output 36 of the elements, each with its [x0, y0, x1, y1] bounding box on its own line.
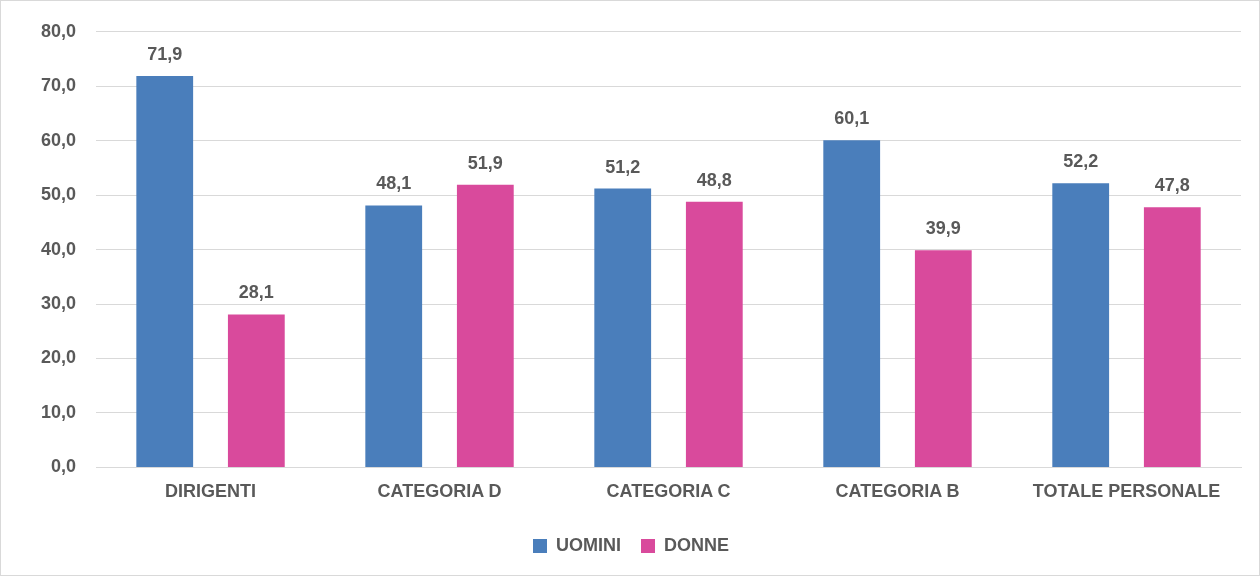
x-tick-label: CATEGORIA B [835, 481, 960, 502]
data-label: 52,2 [1063, 151, 1099, 172]
data-label: 47,8 [1154, 175, 1190, 196]
bar [823, 140, 881, 467]
data-label: 51,9 [467, 152, 503, 173]
y-tick-label: 0,0 [51, 456, 77, 477]
data-label: 48,1 [376, 173, 412, 194]
bar [227, 314, 285, 467]
legend-label: UOMINI [556, 534, 621, 555]
bar [914, 250, 972, 467]
y-tick-label: 60,0 [40, 129, 77, 150]
y-tick-label: 30,0 [40, 293, 77, 314]
data-label: 48,8 [696, 169, 732, 190]
data-label: 39,9 [925, 218, 961, 239]
legend-label: DONNE [664, 534, 730, 555]
x-tick-label: DIRIGENTI [165, 481, 257, 502]
y-tick-label: 50,0 [40, 184, 77, 205]
bar [1052, 183, 1110, 467]
data-label: 71,9 [147, 43, 183, 64]
y-tick-label: 40,0 [40, 238, 77, 259]
x-tick-label: CATEGORIA D [377, 481, 502, 502]
y-tick-label: 20,0 [40, 347, 77, 368]
y-tick-label: 70,0 [40, 75, 77, 96]
data-label: 60,1 [834, 108, 870, 129]
bar [365, 205, 423, 467]
x-tick-label: CATEGORIA C [606, 481, 731, 502]
bar [685, 201, 743, 467]
bar [1143, 207, 1201, 467]
data-label: 28,1 [238, 282, 274, 303]
bar [136, 75, 194, 467]
bar [456, 184, 514, 467]
y-tick-label: 80,0 [40, 20, 77, 41]
data-label: 51,2 [605, 156, 641, 177]
bar [594, 188, 652, 467]
y-tick-label: 10,0 [40, 401, 77, 422]
x-tick-label: TOTALE PERSONALE [1032, 481, 1221, 502]
